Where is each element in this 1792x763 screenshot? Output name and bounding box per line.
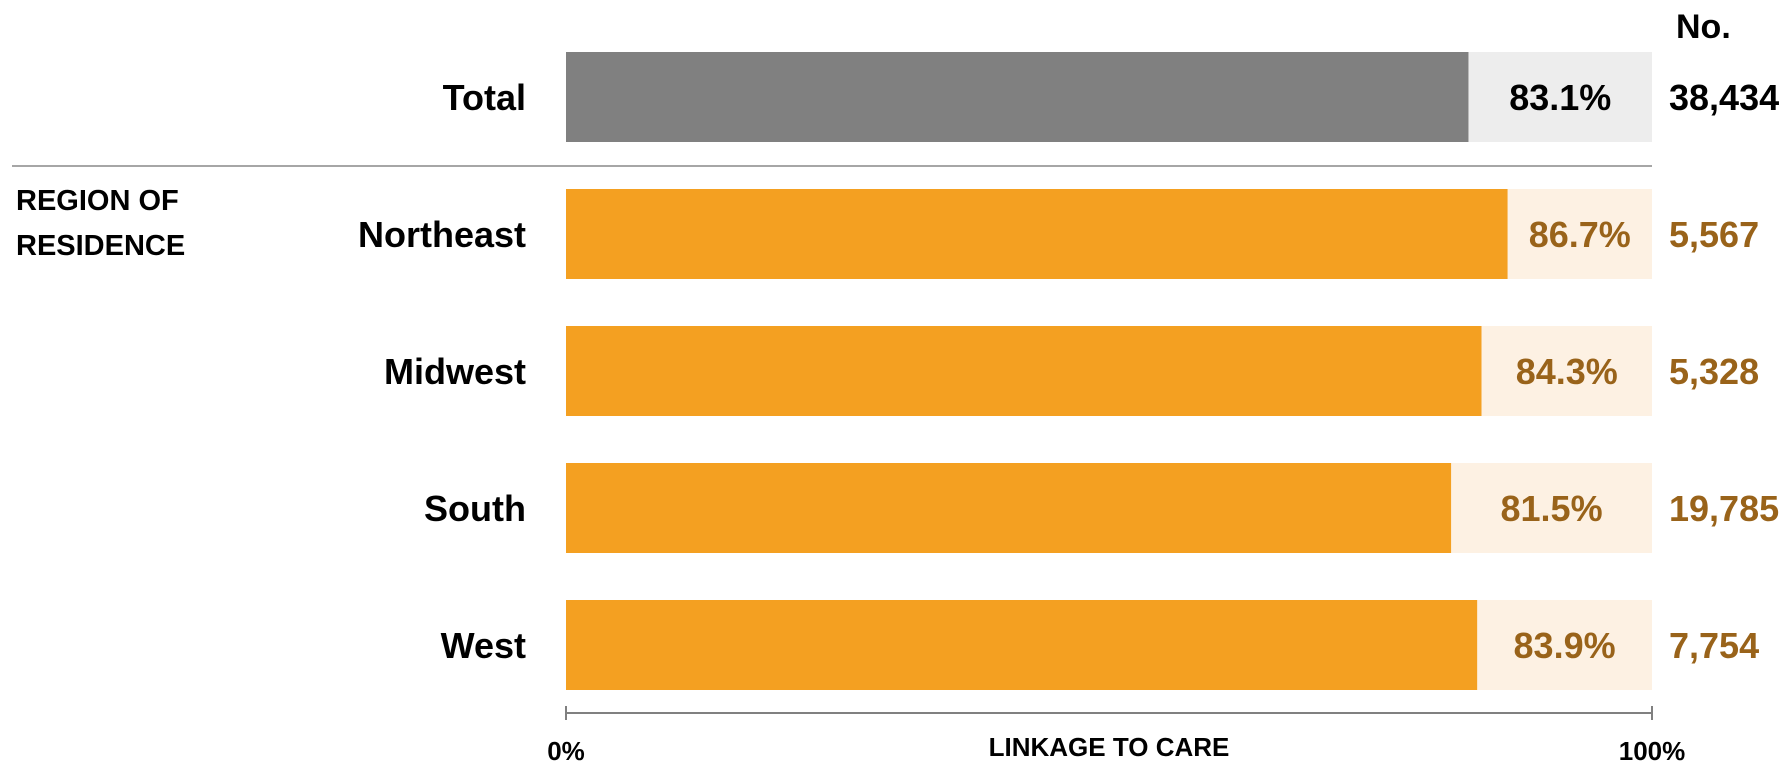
count-label-northeast: 5,567: [1669, 214, 1759, 255]
count-label-south: 19,785: [1669, 488, 1779, 529]
count-label-midwest: 5,328: [1669, 351, 1759, 392]
group-label-line-1: REGION OF: [16, 185, 179, 217]
bar-midwest: [566, 326, 1482, 416]
x-tick-label-100: 100%: [1619, 736, 1686, 763]
row-label-northeast: Northeast: [358, 214, 526, 255]
row-label-south: South: [424, 488, 526, 529]
bar-row-total: Total 83.1% 38,434: [443, 52, 1779, 142]
count-label-total: 38,434: [1669, 77, 1779, 118]
count-label-west: 7,754: [1669, 625, 1759, 666]
value-label-west: 83.9%: [1514, 625, 1616, 666]
bar-row-midwest: Midwest 84.3% 5,328: [384, 326, 1759, 416]
bar-row-south: South 81.5% 19,785: [424, 463, 1779, 553]
count-column-header: No.: [1676, 8, 1731, 46]
value-label-northeast: 86.7%: [1529, 214, 1631, 255]
bar-row-northeast: Northeast 86.7% 5,567: [358, 189, 1759, 279]
row-label-total: Total: [443, 77, 526, 118]
value-label-total: 83.1%: [1509, 77, 1611, 118]
group-label-line-2: RESIDENCE: [16, 230, 185, 262]
x-axis-title: LINKAGE TO CARE: [989, 732, 1230, 762]
bar-west: [566, 600, 1478, 690]
row-label-west: West: [441, 625, 526, 666]
group-label: REGION OF RESIDENCE: [16, 185, 187, 262]
bar-south: [566, 463, 1452, 553]
value-label-midwest: 84.3%: [1516, 351, 1618, 392]
bar-row-west: West 83.9% 7,754: [441, 600, 1759, 690]
bar-total: [566, 52, 1469, 142]
x-tick-label-0: 0%: [547, 736, 585, 763]
bar-northeast: [566, 189, 1508, 279]
row-label-midwest: Midwest: [384, 351, 526, 392]
bar-rows: Total 83.1% 38,434 Northeast 86.7% 5,567 Midwe…: [358, 52, 1779, 690]
value-label-south: 81.5%: [1501, 488, 1603, 529]
x-axis: 0% 100% LINKAGE TO CARE: [547, 706, 1685, 763]
